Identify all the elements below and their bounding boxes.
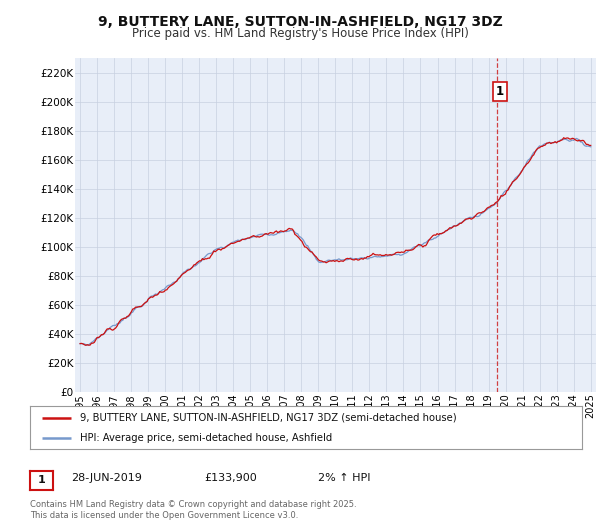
Text: HPI: Average price, semi-detached house, Ashfield: HPI: Average price, semi-detached house,… <box>80 432 332 443</box>
Point <box>38 435 46 441</box>
Text: 1: 1 <box>496 85 504 98</box>
Text: 9, BUTTERY LANE, SUTTON-IN-ASHFIELD, NG17 3DZ (semi-detached house): 9, BUTTERY LANE, SUTTON-IN-ASHFIELD, NG1… <box>80 413 457 423</box>
Point <box>68 435 75 441</box>
Point <box>68 414 75 421</box>
Text: Contains HM Land Registry data © Crown copyright and database right 2025.: Contains HM Land Registry data © Crown c… <box>30 500 356 509</box>
Text: Price paid vs. HM Land Registry's House Price Index (HPI): Price paid vs. HM Land Registry's House … <box>131 26 469 40</box>
Text: This data is licensed under the Open Government Licence v3.0.: This data is licensed under the Open Gov… <box>30 511 298 520</box>
Text: 2% ↑ HPI: 2% ↑ HPI <box>318 473 371 483</box>
Text: 28-JUN-2019: 28-JUN-2019 <box>71 473 142 483</box>
Text: 9, BUTTERY LANE, SUTTON-IN-ASHFIELD, NG17 3DZ: 9, BUTTERY LANE, SUTTON-IN-ASHFIELD, NG1… <box>98 15 502 29</box>
Text: £133,900: £133,900 <box>204 473 257 483</box>
Text: 1: 1 <box>38 475 45 485</box>
Point <box>38 414 46 421</box>
